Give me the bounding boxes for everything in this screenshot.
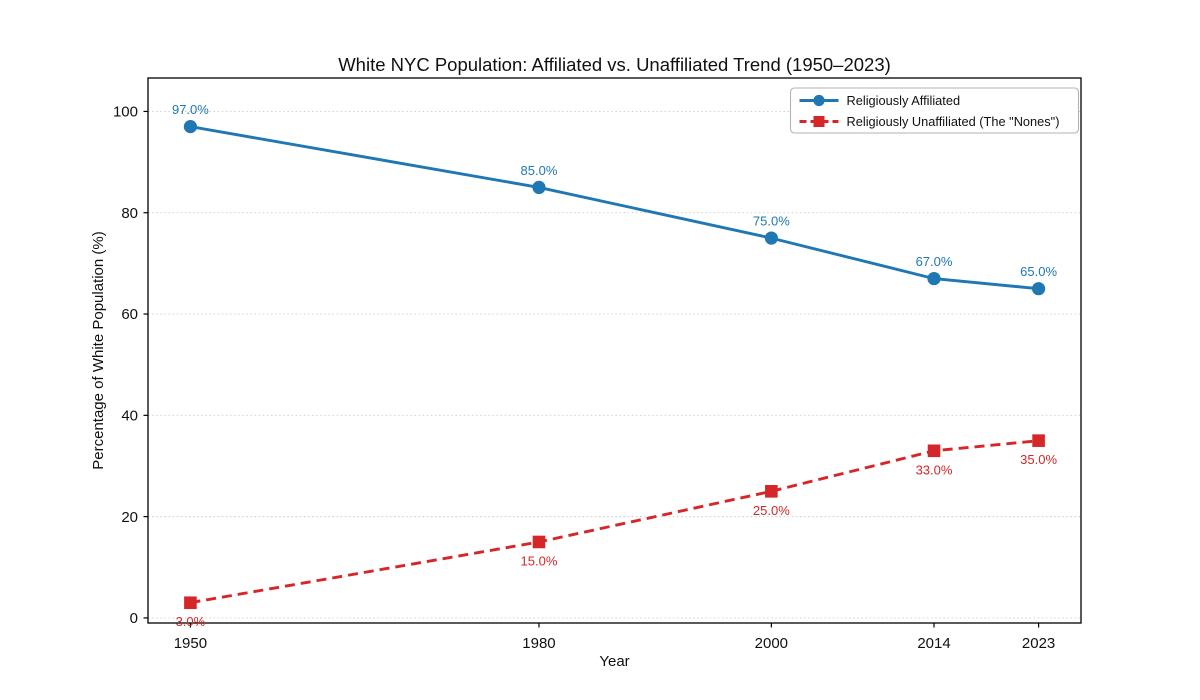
data-series bbox=[183, 120, 1046, 610]
point-label-0-1980: 85.0% bbox=[521, 163, 558, 178]
legend: Religiously Affiliated Religiously Unaffi… bbox=[789, 87, 1080, 134]
legend-label-1: Religiously Unaffiliated (The "Nones") bbox=[847, 114, 1060, 129]
series-line-0 bbox=[190, 125, 1039, 291]
axes: 0 20 40 60 80 100 1950 1980 2000 2014 2023 bbox=[113, 77, 1082, 652]
legend-marker-square bbox=[813, 116, 825, 127]
x-axis-label: Year bbox=[599, 653, 629, 670]
y-axis-label: Percentage of White Population (%) bbox=[90, 231, 107, 469]
point-label-1-1950: 3.0% bbox=[176, 614, 206, 629]
point-label-1-1980: 15.0% bbox=[521, 553, 558, 568]
data-point-1-1950 bbox=[184, 596, 197, 610]
series-line-1 bbox=[190, 439, 1039, 605]
legend-marker-circle bbox=[813, 94, 825, 107]
data-point-1-2000 bbox=[765, 485, 778, 498]
x-tick-label: 1980 bbox=[522, 635, 555, 652]
data-point-0-1980 bbox=[532, 180, 546, 195]
y-tick-label: 60 bbox=[121, 306, 138, 323]
y-tick-label: 40 bbox=[121, 408, 138, 425]
data-point-1-2023 bbox=[1032, 434, 1045, 447]
point-label-0-2014: 67.0% bbox=[916, 254, 953, 269]
data-point-1-2014 bbox=[927, 444, 941, 458]
x-tick-label: 1950 bbox=[174, 635, 207, 652]
point-label-0-2000: 75.0% bbox=[753, 214, 790, 229]
x-tick-label: 2023 bbox=[1022, 635, 1055, 652]
y-tick-label: 20 bbox=[121, 509, 138, 526]
data-point-1-1980 bbox=[532, 535, 546, 549]
x-tick-label: 2014 bbox=[917, 635, 950, 652]
legend-label-0: Religiously Affiliated bbox=[847, 93, 961, 108]
chart-title: White NYC Population: Affiliated vs. Una… bbox=[338, 54, 891, 75]
data-point-0-1950 bbox=[183, 120, 198, 134]
point-labels: 97.0% 85.0% 75.0% 67.0% 65.0% 3.0% 15.0% 25.0% 3… bbox=[172, 102, 1057, 629]
point-label-0-1950: 97.0% bbox=[172, 102, 209, 117]
data-point-0-2000 bbox=[764, 231, 778, 245]
x-tick-label: 2000 bbox=[755, 635, 788, 652]
point-label-1-2000: 25.0% bbox=[753, 503, 790, 518]
gridlines bbox=[148, 110, 1081, 619]
legend-box bbox=[789, 87, 1080, 134]
data-point-0-2014 bbox=[927, 271, 941, 286]
point-label-1-2023: 35.0% bbox=[1020, 452, 1057, 467]
point-label-0-2023: 65.0% bbox=[1020, 264, 1057, 279]
y-tick-label: 100 bbox=[113, 104, 138, 121]
y-tick-label: 80 bbox=[121, 205, 138, 222]
point-label-1-2014: 33.0% bbox=[916, 462, 953, 477]
plot-frame bbox=[147, 77, 1082, 624]
y-tick-label: 0 bbox=[130, 610, 138, 627]
data-point-0-2023 bbox=[1031, 282, 1046, 296]
